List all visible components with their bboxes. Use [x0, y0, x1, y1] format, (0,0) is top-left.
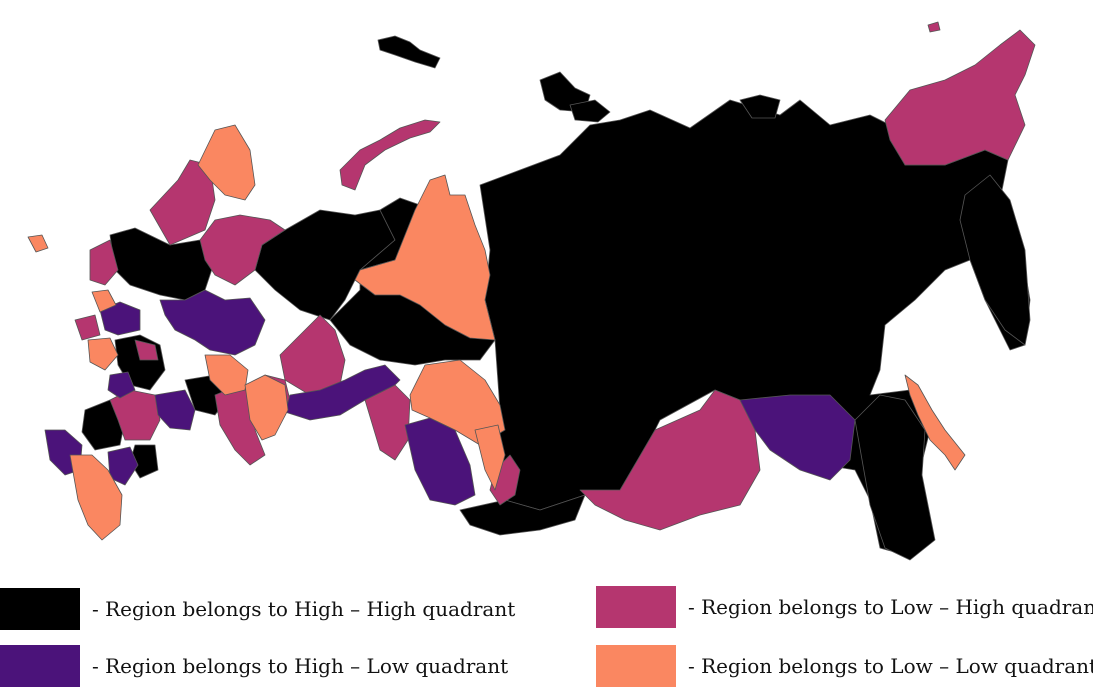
region-yamal-taymyr — [354, 174, 496, 341]
legend-item-high-low: - Region belongs to High – Low quadrant — [0, 645, 508, 687]
region-arkhangelsk-south — [199, 214, 286, 286]
region-orel-tula — [87, 337, 119, 371]
legend-swatch-high-low — [0, 645, 80, 687]
region-kamchatka — [959, 174, 1031, 346]
region-volgograd — [154, 389, 196, 431]
region-saratov — [107, 371, 136, 399]
region-altai-tuva — [459, 494, 586, 536]
region-chukotka-magadan — [884, 29, 1036, 166]
region-khabarovsk-south — [854, 394, 936, 561]
legend-swatch-low-low — [596, 645, 676, 687]
region-wrangel — [927, 21, 941, 33]
russia-regions-map — [27, 21, 1036, 561]
region-tatarstan — [204, 354, 249, 396]
region-tver — [99, 301, 141, 336]
legend-label-low-high: - Region belongs to Low – High quadrant — [688, 595, 1093, 619]
region-omsk-orange — [474, 424, 506, 491]
region-moscow-area — [159, 289, 266, 356]
legend-item-low-low: - Region belongs to Low – Low quadrant — [596, 645, 1093, 687]
region-sakhalin — [904, 374, 966, 471]
region-buryatia-zabaikalsky — [579, 389, 761, 531]
legend-label-high-low: - Region belongs to High – Low quadrant — [92, 654, 509, 678]
legend-item-high-high: - Region belongs to High – High quadrant — [0, 588, 515, 630]
region-novaya-zemlya — [339, 119, 441, 191]
island-novosibirsk — [739, 94, 781, 119]
region-pskov — [89, 239, 119, 286]
legend-swatch-high-high — [0, 588, 80, 630]
region-central-siberia — [479, 99, 1031, 556]
region-karelia-orange — [197, 124, 256, 201]
region-kursk — [134, 339, 159, 361]
region-bashkortostan — [244, 374, 289, 441]
region-franz-josef — [377, 35, 441, 69]
region-novgorod — [91, 289, 117, 313]
legend-label-high-high: - Region belongs to High – High quadrant — [92, 597, 516, 621]
legend-swatch-low-high — [596, 586, 676, 628]
legend-item-low-high: - Region belongs to Low – High quadrant — [596, 586, 1093, 628]
region-north-caucasus — [69, 454, 123, 541]
region-smolensk — [74, 314, 101, 341]
region-tomsk-omsk — [279, 314, 346, 396]
region-kaliningrad — [27, 234, 49, 253]
region-tomsk-orange — [409, 359, 506, 446]
region-amur — [739, 394, 856, 481]
region-karelia-leningrad — [109, 227, 216, 301]
island-small-north — [569, 99, 611, 123]
legend-label-low-low: - Region belongs to Low – Low quadrant — [688, 654, 1093, 678]
region-kurgan-chelyabinsk — [284, 364, 401, 421]
